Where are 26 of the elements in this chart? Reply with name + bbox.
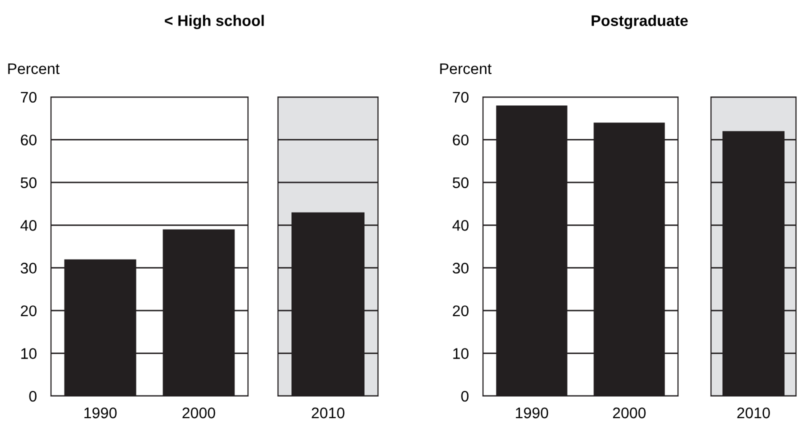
y-axis-title: Percent <box>8 63 60 74</box>
x-tick-label: 1990 <box>516 408 548 418</box>
y-tick-label: 70 <box>20 92 37 103</box>
chart-title: Postgraduate <box>592 14 688 30</box>
y-tick-label: 60 <box>452 134 469 146</box>
y-tick-label: 40 <box>452 220 469 231</box>
x-tick-label: 1990 <box>84 408 117 418</box>
y-tick-label: 50 <box>20 177 37 188</box>
y-tick-label: 0 <box>461 390 469 402</box>
x-tick-label: 2010 <box>737 408 770 418</box>
y-tick-label: 10 <box>21 348 37 359</box>
y-tick-label: 20 <box>20 305 37 316</box>
chart-title: < High school <box>164 14 264 30</box>
y-tick-label: 70 <box>452 92 469 103</box>
y-tick-label: 20 <box>452 305 469 316</box>
y-tick-label: 40 <box>20 220 37 231</box>
x-tick-label: 2010 <box>312 408 344 418</box>
y-tick-label: 50 <box>452 177 469 188</box>
x-tick-label: 2000 <box>613 408 646 418</box>
y-tick-label: 10 <box>453 348 469 359</box>
y-tick-label: 30 <box>20 262 37 274</box>
y-axis-title: Percent <box>440 63 492 74</box>
y-tick-label: 60 <box>20 134 37 146</box>
y-tick-label: 30 <box>452 262 469 274</box>
x-tick-label: 2000 <box>182 408 216 418</box>
y-tick-label: 0 <box>29 390 37 402</box>
